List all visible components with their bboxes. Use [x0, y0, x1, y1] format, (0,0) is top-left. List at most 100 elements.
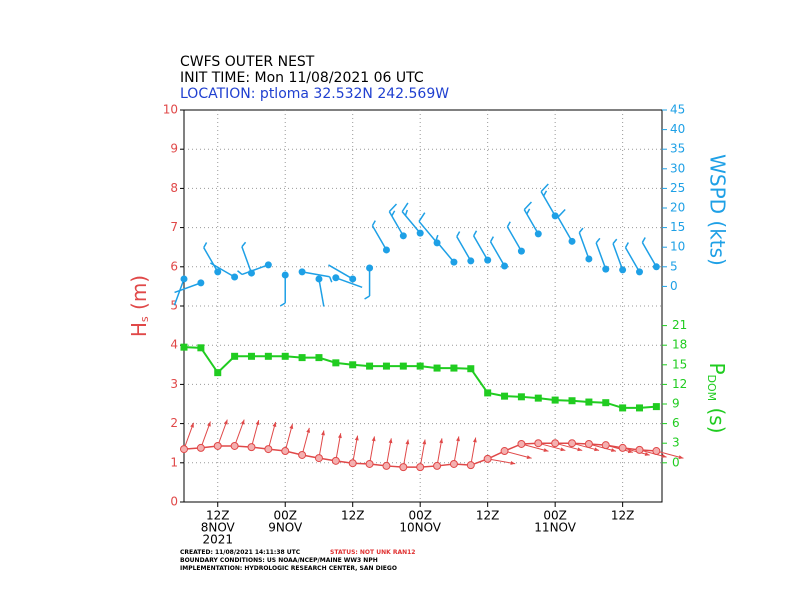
hs-marker [618, 443, 627, 452]
wind-barb-staff [328, 264, 354, 280]
y-tick-label: 5 [170, 299, 178, 313]
pdom-marker [264, 352, 272, 360]
y3-tick-label: 15 [672, 357, 687, 371]
x-tick-label: 8NOV [201, 521, 236, 535]
footer-implementation: IMPLEMENTATION: HYDROLOGIC RESEARCH CENT… [180, 565, 397, 572]
wave-arrow-head [223, 419, 228, 425]
wave-arrow [521, 443, 549, 452]
wave-arrow [284, 423, 293, 452]
hs-marker [365, 459, 374, 468]
x-tick-label: 00Z [273, 509, 297, 523]
wave-arrow-head [594, 447, 600, 452]
hs-marker [314, 454, 323, 463]
wspd-marker [349, 275, 357, 283]
wave-arrow-head [610, 448, 616, 452]
header-line: INIT TIME: Mon 11/08/2021 06 UTC [180, 70, 424, 86]
wspd-marker [534, 230, 542, 238]
pdom-marker [315, 354, 323, 362]
pdom-marker [619, 404, 627, 412]
wave-arrow [419, 439, 426, 468]
x-tick-label: 00Z [408, 509, 432, 523]
y2-tick-label: 10 [670, 240, 685, 254]
wave-arrow [301, 427, 310, 456]
wind-barb-staff [318, 278, 325, 307]
wave-arrow-head [627, 449, 633, 454]
y2-tick-label: 20 [670, 201, 685, 215]
wave-arrow [402, 439, 409, 468]
y3-axis-title: PDOM (s) [705, 362, 730, 433]
wind-barb-staff [174, 282, 202, 294]
wave-arrow [318, 430, 325, 459]
y-tick-label: 9 [170, 142, 178, 156]
wind-barb-staff [435, 240, 455, 263]
y2-tick-label: 35 [670, 142, 685, 156]
wave-arrow [571, 442, 600, 451]
pdom-marker [332, 359, 340, 367]
x-tick-label: 12Z [341, 509, 365, 523]
wind-barb-feather [203, 242, 208, 249]
wspd-marker [197, 279, 205, 287]
footer-boundary: BOUNDARY CONDITIONS: US NOAA/NCEP/MAINE … [180, 557, 378, 564]
hs-marker [433, 461, 442, 470]
wspd-marker [180, 275, 188, 283]
wave-arrow-head [190, 422, 194, 428]
wind-barb-feather [641, 237, 646, 243]
wave-arrow [487, 458, 516, 465]
wave-arrow-head [644, 452, 650, 456]
hs-marker [551, 439, 560, 448]
wave-arrow-head [422, 439, 427, 445]
hs-marker [230, 441, 239, 450]
wind-barb-feather [371, 220, 376, 227]
wspd-marker [501, 262, 509, 270]
pdom-marker [231, 352, 239, 360]
y2-tick-label: 40 [670, 122, 685, 136]
hs-marker [331, 456, 340, 465]
wave-arrow [369, 436, 375, 465]
wind-barb-feather [404, 209, 409, 216]
wave-arrow-head [289, 423, 294, 429]
y-tick-label: 3 [170, 377, 178, 391]
y3-tick-label: 12 [672, 377, 687, 391]
hs-marker [466, 461, 475, 470]
pdom-marker [501, 392, 509, 400]
wind-barb-staff [595, 242, 607, 270]
wind-barb-feather [578, 227, 584, 234]
wind-barb-staff [506, 226, 523, 252]
wind-barb-feather [506, 221, 511, 228]
wind-barb-staff [418, 220, 438, 244]
wspd-marker [568, 237, 576, 245]
wind-barb-staff [624, 247, 641, 273]
pdom-marker [214, 369, 222, 377]
wind-barb-staff [371, 225, 388, 251]
wave-arrow-head [306, 427, 311, 433]
y3-axis-title-part: DOM [705, 375, 718, 402]
wind-barb-feather [542, 190, 548, 197]
wind-barb-feather [456, 231, 461, 238]
pdom-marker [180, 343, 188, 351]
x-tick-label: 12Z [476, 509, 500, 523]
wind-barb-staff [473, 235, 489, 261]
footer-status: STATUS: NOT UNK RAN12 [330, 549, 415, 556]
hs-marker [399, 463, 408, 472]
footer-created: CREATED: 11/08/2021 14:11:38 UTC [180, 549, 301, 556]
y-tick-label: 6 [170, 259, 178, 273]
wave-arrow [504, 450, 532, 459]
y-axis-title-part: (m) [127, 275, 151, 316]
pdom-marker [247, 352, 255, 360]
y-tick-label: 10 [163, 103, 178, 117]
wave-arrow-head [472, 437, 477, 443]
hs-marker [382, 461, 391, 470]
y-tick-label: 4 [170, 338, 178, 352]
wave-arrow-head [678, 455, 684, 459]
wind-barb-feather [435, 234, 439, 241]
wave-arrow [183, 422, 195, 450]
hs-marker [180, 445, 188, 454]
wind-barb-feather [540, 183, 549, 193]
wind-barb-feather [624, 242, 629, 249]
wave-arrow-head [439, 438, 444, 444]
wind-barb-staff [489, 241, 506, 267]
wave-arrow [335, 433, 342, 461]
wave-arrow-head [255, 420, 260, 426]
y3-tick-label: 18 [672, 338, 687, 352]
wind-barb-feather [364, 295, 370, 300]
